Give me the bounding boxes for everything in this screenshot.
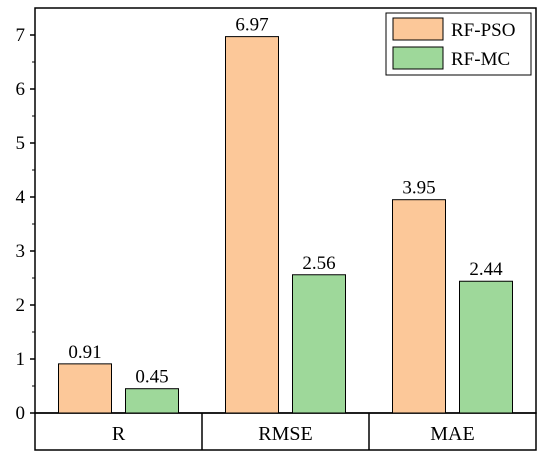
data-label: 6.97 [235,15,268,36]
data-label: 3.95 [402,178,435,199]
bar-rf-mc-r [125,388,179,414]
y-tick-label: 0 [16,403,26,424]
bar-rf-mc-rmse [292,274,346,414]
data-label: 0.91 [68,342,101,363]
y-tick-label: 2 [16,295,26,316]
y-axis: 0 1 2 3 4 5 6 7 [16,25,35,424]
legend-label: RF-MC [451,49,510,70]
legend-swatch [392,17,444,41]
y-tick-label: 4 [16,187,26,208]
bar-rf-pso-rmse [225,36,279,414]
category-label: MAE [430,423,474,445]
category-axis-frame [34,412,537,451]
bar-rf-pso-mae [392,199,446,414]
y-tick-label: 5 [16,133,26,154]
legend: RF-PSO RF-MC [385,12,532,76]
legend-label: RF-PSO [451,20,515,41]
category-label: RMSE [258,423,312,445]
y-tick-label: 1 [16,349,26,370]
legend-swatch [392,46,444,70]
y-tick-label: 6 [16,79,26,100]
data-label: 2.44 [469,259,503,280]
data-label: 0.45 [135,367,168,388]
bar-rf-pso-r [58,363,112,414]
y-tick-label: 7 [16,25,26,46]
bars: 0.91 0.45 6.97 2.56 3.95 2.44 [58,15,513,414]
y-tick-label: 3 [16,241,26,262]
category-axis: R RMSE MAE [112,413,475,450]
bar-rf-mc-mae [459,280,513,414]
category-label: R [112,423,126,445]
data-label: 2.56 [302,253,335,274]
